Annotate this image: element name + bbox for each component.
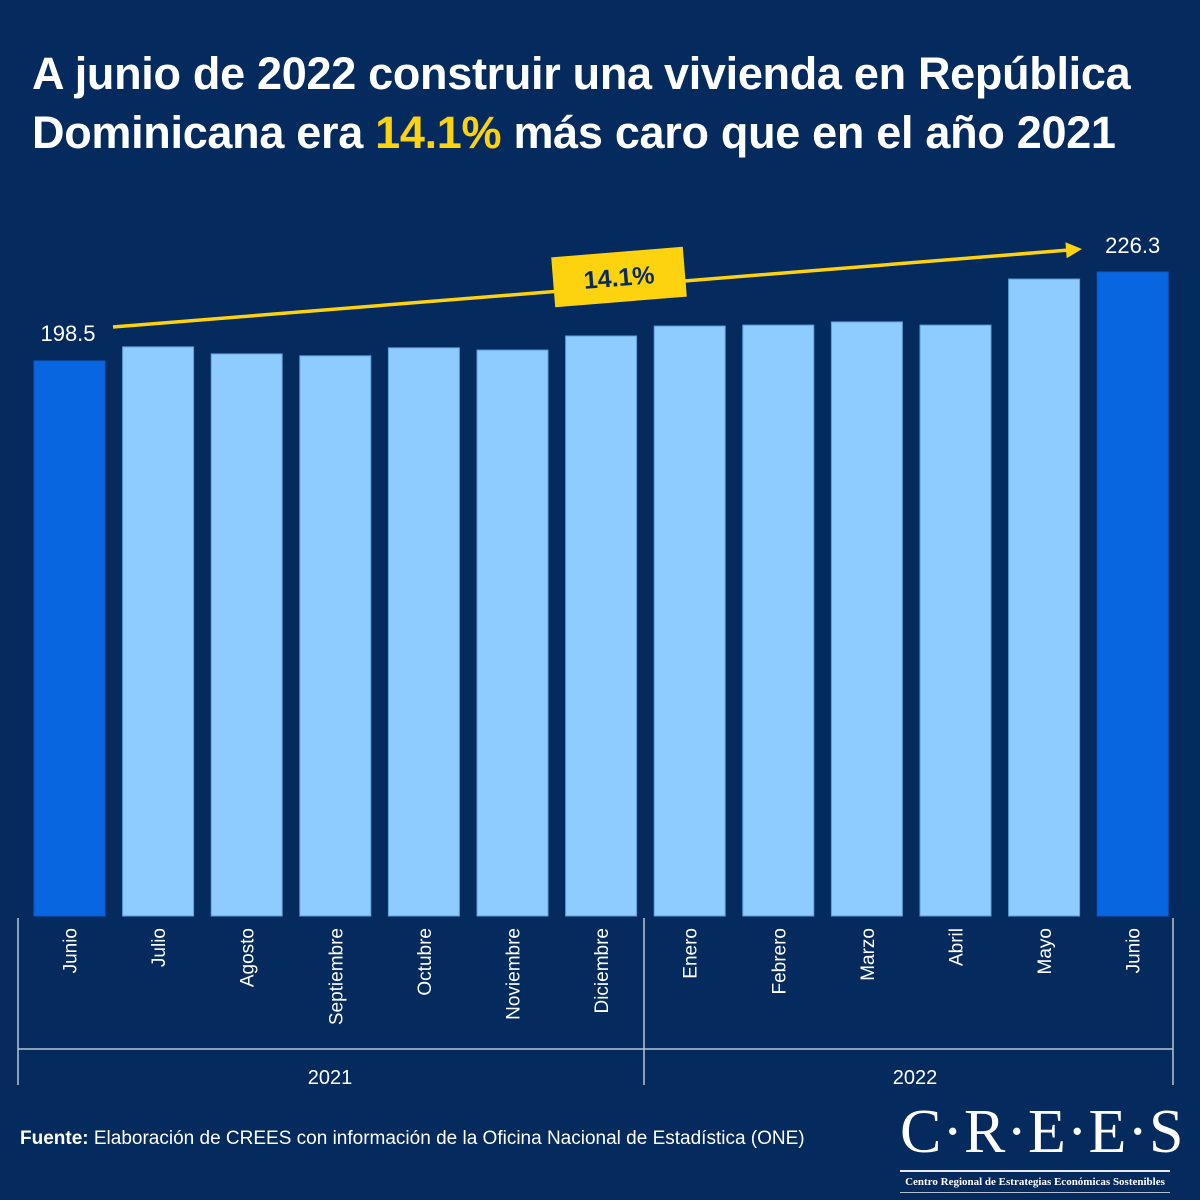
x-tick-label: Mayo	[1035, 928, 1056, 974]
bar-octubre-4	[387, 347, 460, 917]
growth-badge-label: 14.1%	[583, 261, 656, 295]
bar-noviembre-5	[476, 349, 549, 917]
logo-subtitle: Centro Regional de Estrategias Económica…	[905, 1176, 1165, 1188]
bar-julio-1	[122, 346, 195, 917]
source-note: Fuente: Elaboración de CREES con informa…	[20, 1128, 805, 1150]
x-tick-label: Enero	[681, 928, 702, 979]
bar-septiembre-3	[299, 355, 372, 917]
logo-divider	[900, 1170, 1170, 1172]
growth-badge	[551, 246, 687, 308]
x-tick-label: Abril	[947, 928, 968, 966]
arrowhead-icon	[1065, 242, 1082, 259]
bar-abril-10	[919, 324, 992, 917]
bar-enero-7	[653, 325, 726, 917]
logo-wordmark: C·R·E·E·S	[900, 1098, 1185, 1166]
source-label: Fuente:	[20, 1128, 89, 1149]
title-part1: A junio de 2022 construir una vivienda e…	[32, 48, 1131, 158]
x-tick-label: Junio	[1124, 928, 1145, 973]
x-tick-label: Julio	[149, 928, 170, 967]
x-tick-label: Agosto	[238, 928, 259, 987]
x-tick-label: Septiembre	[326, 928, 347, 1025]
data-label: 198.5	[40, 321, 95, 346]
bar-febrero-8	[742, 324, 815, 917]
bar-mayo-11	[1008, 278, 1081, 917]
x-tick-label: Octubre	[415, 928, 436, 996]
chart-title: A junio de 2022 construir una vivienda e…	[32, 44, 1172, 162]
bar-marzo-9	[830, 321, 903, 917]
bar-diciembre-6	[565, 335, 638, 917]
crees-logo: C·R·E·E·S Centro Regional de Estrategias…	[900, 1098, 1185, 1193]
bar-junio-12	[1096, 271, 1169, 917]
bar-agosto-2	[210, 353, 283, 917]
bar-junio-0	[33, 360, 106, 917]
x-tick-label: Diciembre	[592, 928, 613, 1014]
source-text: Elaboración de CREES con información de …	[88, 1128, 805, 1149]
x-tick-label: Marzo	[858, 928, 879, 981]
x-tick-label: Junio	[61, 928, 82, 973]
data-label: 226.3	[1105, 233, 1160, 258]
group-label-2021: 2021	[308, 1067, 353, 1089]
title-highlight: 14.1%	[375, 107, 502, 158]
x-tick-label: Noviembre	[504, 928, 525, 1020]
x-tick-label: Febrero	[769, 928, 790, 995]
logo-underline	[900, 1192, 1170, 1193]
title-part2: más caro que en el año 2021	[501, 107, 1116, 158]
group-label-2022: 2022	[893, 1067, 938, 1089]
